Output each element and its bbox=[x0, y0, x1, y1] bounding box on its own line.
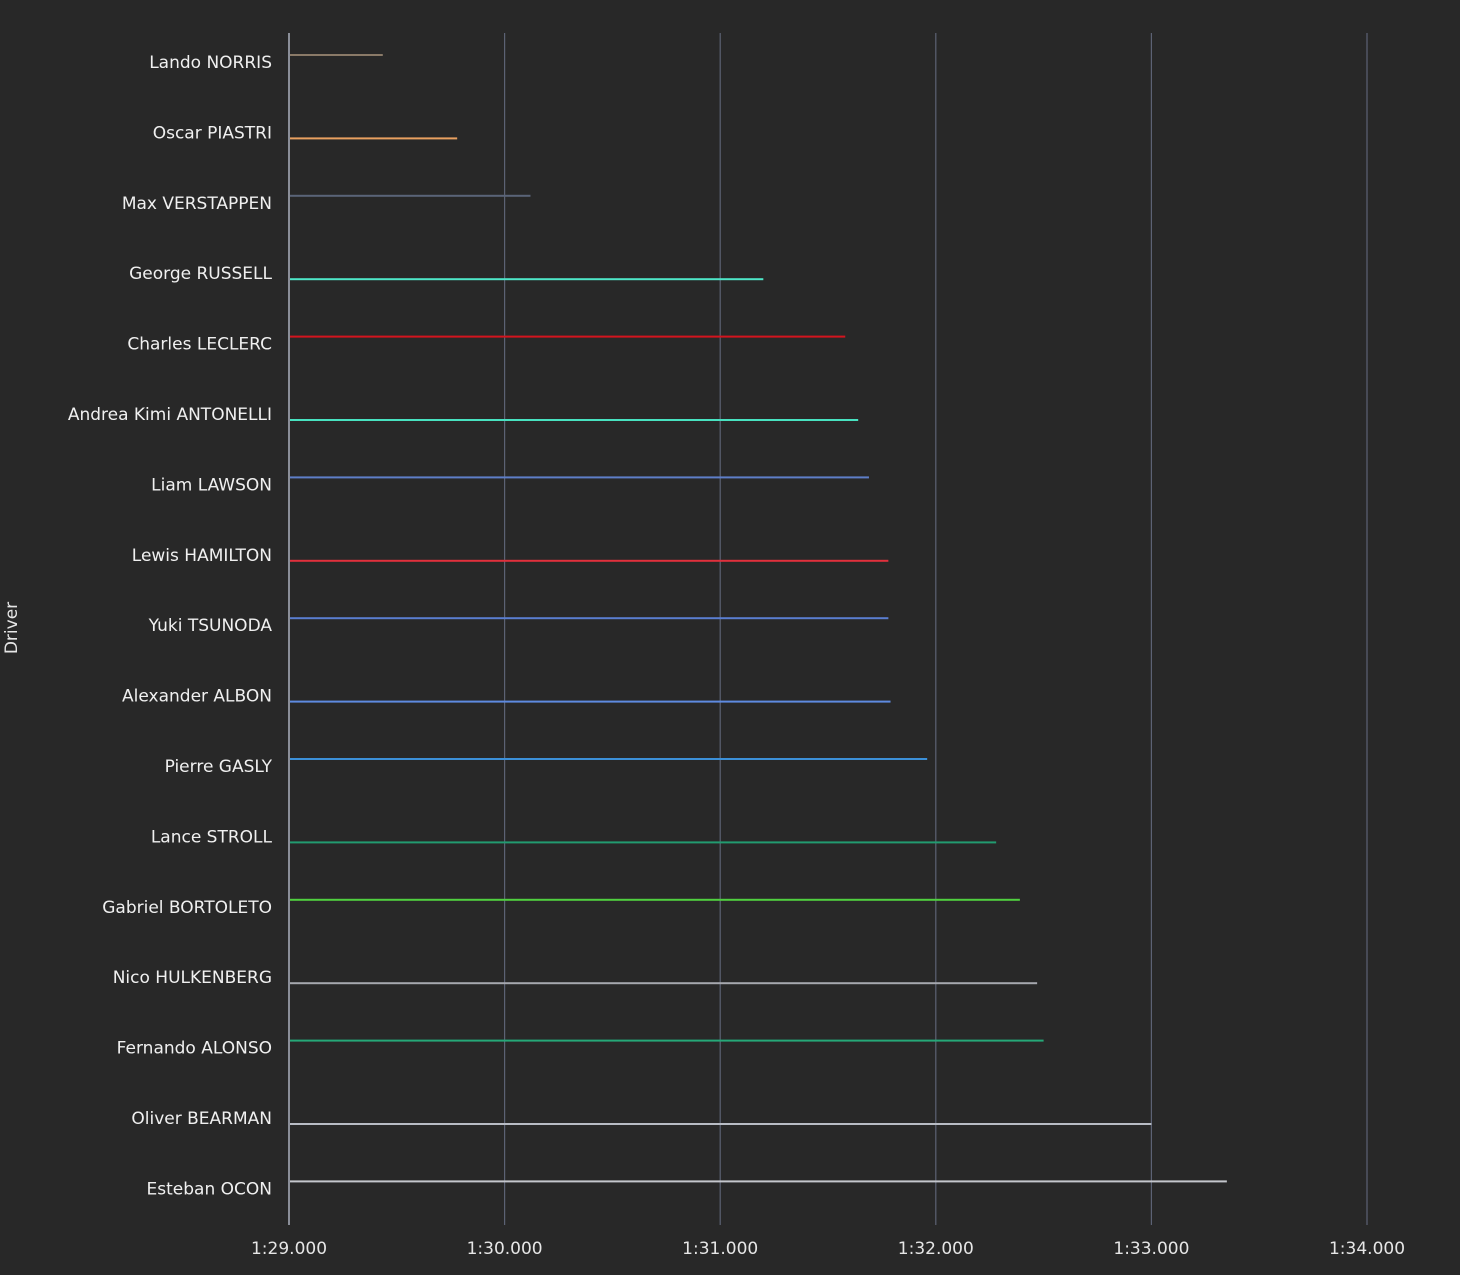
category-label: Charles LECLERC bbox=[127, 335, 272, 355]
bar bbox=[289, 54, 383, 56]
bar bbox=[289, 758, 928, 760]
bar bbox=[289, 617, 889, 620]
x-tick-label: 1:31.000 bbox=[682, 1239, 758, 1259]
bar bbox=[289, 1123, 1152, 1125]
bar bbox=[289, 898, 1020, 901]
bar bbox=[289, 700, 891, 703]
x-tick-label: 1:33.000 bbox=[1113, 1239, 1189, 1259]
bar bbox=[289, 335, 846, 338]
y-axis-title: Driver bbox=[2, 602, 22, 654]
bar bbox=[289, 841, 997, 844]
category-label: Pierre GASLY bbox=[165, 757, 273, 777]
category-label: Gabriel BORTOLETO bbox=[102, 898, 272, 918]
x-tick-label: 1:29.000 bbox=[251, 1239, 327, 1259]
category-label: Lewis HAMILTON bbox=[132, 546, 272, 566]
category-label: Lando NORRIS bbox=[149, 53, 272, 73]
x-tick-label: 1:34.000 bbox=[1329, 1239, 1405, 1259]
category-label: Fernando ALONSO bbox=[117, 1039, 272, 1059]
category-label: Nico HULKENBERG bbox=[113, 968, 272, 988]
x-tick-label: 1:30.000 bbox=[467, 1239, 543, 1259]
category-label: Max VERSTAPPEN bbox=[122, 194, 272, 214]
bar bbox=[289, 1039, 1044, 1042]
category-label: Yuki TSUNODA bbox=[148, 616, 273, 636]
bar bbox=[289, 137, 458, 140]
category-label: Alexander ALBON bbox=[122, 687, 272, 707]
category-label: Esteban OCON bbox=[147, 1179, 272, 1199]
category-label: Liam LAWSON bbox=[151, 475, 272, 495]
bar bbox=[289, 476, 869, 479]
bar bbox=[289, 982, 1038, 985]
category-label: Lance STROLL bbox=[151, 827, 273, 847]
labels: 1:29.000 1:30.000 1:31.000 1:32.000 1:33.000… bbox=[68, 53, 1405, 1259]
bar bbox=[289, 194, 531, 197]
x-tick-label: 1:32.000 bbox=[898, 1239, 974, 1259]
category-label: George RUSSELL bbox=[129, 264, 272, 284]
bar bbox=[289, 278, 764, 281]
bar bbox=[289, 559, 889, 562]
category-label: Oscar PIASTRI bbox=[153, 123, 272, 143]
bars bbox=[289, 54, 1227, 1183]
gridlines bbox=[504, 33, 1368, 1225]
category-label: Andrea Kimi ANTONELLI bbox=[68, 405, 272, 425]
bar bbox=[289, 1180, 1227, 1183]
category-label: Oliver BEARMAN bbox=[131, 1109, 272, 1129]
bar bbox=[289, 419, 859, 421]
